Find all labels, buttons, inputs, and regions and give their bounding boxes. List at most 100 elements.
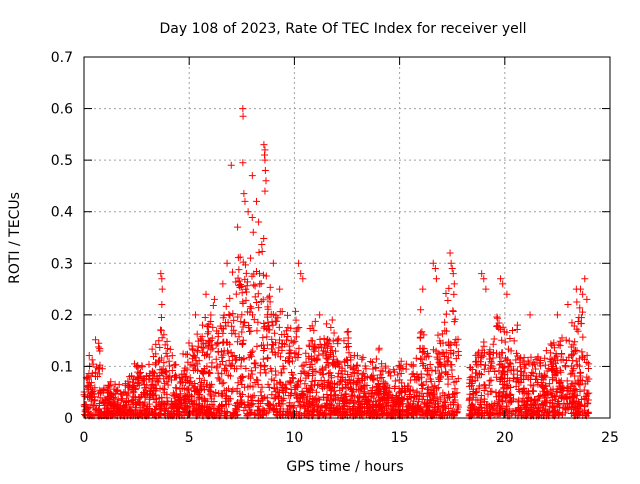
data-point	[547, 340, 555, 348]
data-point	[542, 373, 550, 381]
data-point	[229, 410, 237, 418]
data-point	[264, 380, 272, 388]
data-point	[81, 408, 89, 416]
data-point	[418, 385, 426, 393]
data-point	[247, 393, 255, 401]
data-point	[222, 302, 230, 310]
data-point	[584, 408, 592, 416]
data-point	[452, 377, 460, 385]
data-point	[444, 380, 452, 388]
data-point	[347, 397, 355, 405]
data-point	[362, 397, 370, 405]
data-point	[512, 349, 520, 357]
data-point	[219, 314, 227, 322]
data-point	[281, 410, 289, 418]
data-point	[249, 400, 257, 408]
data-point	[394, 395, 402, 403]
data-point	[243, 282, 251, 290]
y-tick-label: 0.6	[51, 102, 73, 118]
data-point	[239, 323, 247, 331]
data-point	[485, 402, 493, 410]
data-point	[162, 349, 170, 357]
data-point	[519, 394, 527, 402]
data-point	[92, 336, 100, 344]
data-point	[292, 349, 300, 357]
data-point	[577, 395, 585, 403]
data-point	[264, 318, 272, 326]
data-point	[242, 364, 250, 372]
data-point	[495, 392, 503, 400]
data-point	[377, 404, 385, 412]
data-point	[315, 396, 323, 404]
data-point	[92, 405, 100, 413]
data-point	[559, 356, 567, 364]
data-point	[475, 384, 483, 392]
data-point	[573, 361, 581, 369]
data-point	[542, 397, 550, 405]
data-point-notable	[157, 270, 165, 278]
data-point	[431, 408, 439, 416]
data-point	[452, 409, 460, 417]
data-point	[474, 350, 482, 358]
data-point	[558, 393, 566, 401]
data-point	[548, 376, 556, 384]
data-point	[384, 369, 392, 377]
data-point	[410, 406, 418, 414]
data-point	[330, 329, 338, 337]
data-point	[544, 390, 552, 398]
data-point	[521, 405, 529, 413]
data-point	[322, 403, 330, 411]
data-point	[307, 381, 315, 389]
data-point	[440, 361, 448, 369]
data-point	[145, 375, 153, 383]
data-point	[477, 354, 485, 362]
data-point	[228, 353, 236, 361]
data-point	[234, 313, 242, 321]
data-point	[467, 364, 475, 372]
data-point	[412, 354, 420, 362]
data-point	[203, 362, 211, 370]
data-point	[179, 405, 187, 413]
data-point	[377, 407, 385, 415]
data-point	[484, 390, 492, 398]
data-point	[499, 364, 507, 372]
data-point	[209, 344, 217, 352]
data-point	[238, 391, 246, 399]
y-tick-label: 0.7	[51, 50, 73, 66]
data-point	[167, 376, 175, 384]
data-point	[140, 402, 148, 410]
data-point	[364, 410, 372, 418]
data-point	[151, 381, 159, 389]
data-point	[438, 369, 446, 377]
data-point	[481, 361, 489, 369]
data-point	[125, 410, 133, 418]
x-tick-label: 20	[496, 430, 514, 446]
grid-lines	[84, 57, 610, 418]
data-point	[403, 403, 411, 411]
data-point	[426, 411, 434, 419]
data-point	[151, 369, 159, 377]
data-point	[529, 387, 537, 395]
data-point	[315, 411, 323, 419]
data-point	[338, 364, 346, 372]
data-point-notable	[450, 280, 458, 288]
data-point	[284, 332, 292, 340]
data-point	[584, 396, 592, 404]
data-point	[445, 393, 453, 401]
y-tick-label: 0.5	[51, 153, 73, 169]
data-point	[519, 357, 527, 365]
data-point	[571, 338, 579, 346]
data-point	[487, 376, 495, 384]
data-point-notable	[261, 166, 269, 174]
data-point	[535, 394, 543, 402]
data-point	[204, 343, 212, 351]
data-point	[311, 317, 319, 325]
data-point	[303, 408, 311, 416]
data-point	[542, 347, 550, 355]
data-point	[465, 410, 473, 418]
data-point	[415, 392, 423, 400]
data-point	[580, 386, 588, 394]
data-point	[134, 380, 142, 388]
data-point	[503, 328, 511, 336]
data-point	[292, 307, 300, 315]
